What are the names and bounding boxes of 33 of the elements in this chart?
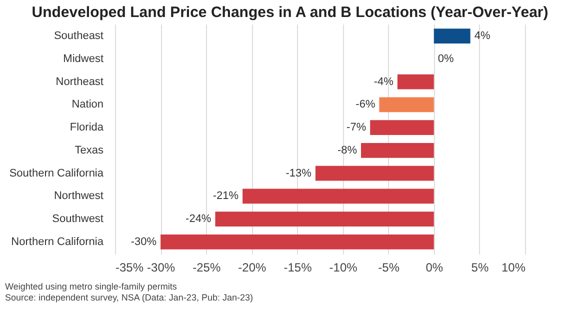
chart-title: Undeveloped Land Price Changes in A and B Locations (Year-Over-Year) (32, 4, 548, 21)
data-label: -7% (346, 122, 366, 134)
y-tick-label: Texas (74, 144, 104, 156)
x-tick-label: -25% (192, 260, 221, 274)
data-label: -21% (212, 190, 239, 202)
x-tick-label: -20% (238, 260, 267, 274)
x-tick-label: -5% (378, 260, 400, 274)
data-label: -30% (130, 236, 157, 248)
data-label: 0% (438, 52, 454, 65)
data-label: -13% (286, 167, 312, 180)
y-tick-label: Southern California (9, 167, 104, 180)
text: Weighted using metro single-family permits (5, 282, 178, 292)
x-tick-label: 5% (471, 260, 489, 274)
x-tick-label: -10% (329, 260, 358, 274)
x-tick-label: 10% (501, 260, 526, 274)
y-tick-label: Northwest (54, 190, 104, 202)
source-note: Source: independent survey, NSA (Data: Jan-23, Pub: Jan-23) (5, 292, 253, 302)
y-tick-label: Nation (72, 98, 104, 111)
y-tick-label: Northeast (56, 76, 104, 88)
data-label: 4% (474, 30, 490, 42)
data-label: -24% (186, 213, 212, 226)
data-label: -8% (337, 144, 358, 156)
data-label: -6% (356, 98, 376, 111)
x-tick-label: -30% (147, 260, 176, 274)
y-tick-label: Southwest (52, 213, 104, 226)
y-tick-label: Midwest (63, 52, 104, 65)
x-tick-label: -15% (284, 260, 312, 274)
x-tick-label: 0% (426, 260, 444, 274)
y-tick-label: Florida (70, 122, 104, 134)
y-tick-label: Southeast (54, 30, 104, 42)
data-label: -4% (374, 76, 394, 88)
y-tick-label: Northern California (11, 236, 104, 248)
x-tick-label: -35% (116, 260, 144, 274)
